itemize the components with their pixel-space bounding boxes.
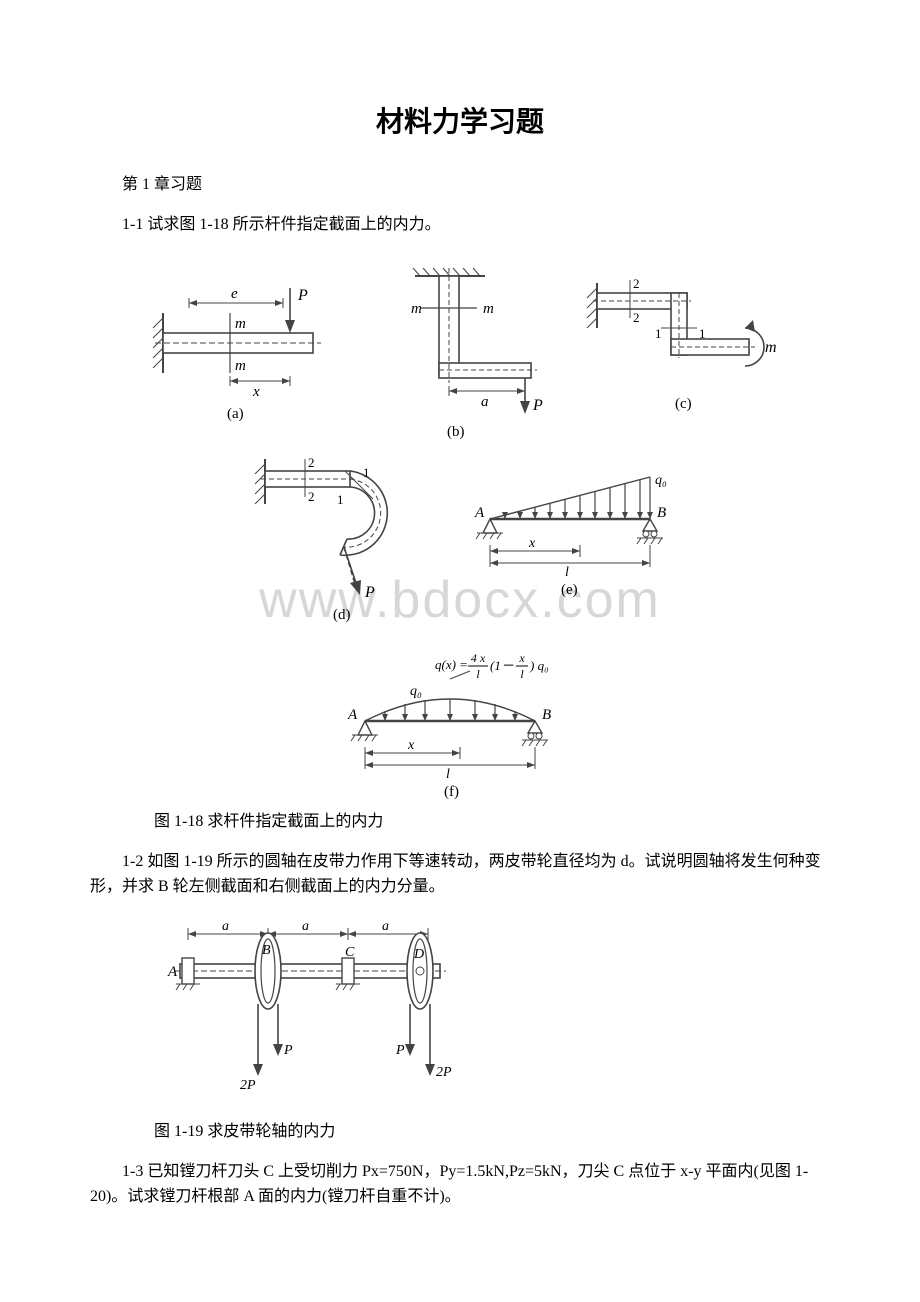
figure-1-18-row-2: 2 2 1 1 P (d)	[90, 449, 830, 799]
label-q0: q₀	[655, 473, 667, 488]
sublabel-f: (f)	[444, 784, 459, 799]
problem-1-3: 1-3 已知镗刀杆刀头 C 上受切削力 Px=750N，Py=1.5kN,Pz=…	[90, 1159, 830, 1210]
label-x: x	[528, 536, 536, 551]
sublabel-b: (b)	[447, 424, 465, 440]
label-l: l	[565, 565, 569, 580]
label-B: B	[262, 943, 271, 958]
label-B: B	[657, 505, 666, 521]
caption-1-18: 图 1-18 求杆件指定截面上的内力	[90, 807, 830, 831]
label-A: A	[474, 505, 485, 521]
diagram-d: 2 2 1 1 P (d)	[245, 449, 445, 629]
label-m: m	[483, 301, 494, 317]
label-a: a	[382, 919, 389, 934]
label-2: 2	[308, 455, 315, 470]
label-m: m	[411, 301, 422, 317]
label-A: A	[167, 964, 178, 980]
label-P: P	[395, 1043, 405, 1058]
diagram-belt-shaft: a a a A C B D	[150, 914, 480, 1104]
label-a: a	[302, 919, 309, 934]
eq-mid: (1－	[490, 658, 514, 673]
figure-1-18-row-1: m m P e x (a)	[90, 258, 830, 443]
sublabel-d: (d)	[333, 607, 351, 623]
eq-frac2-top: x	[518, 651, 525, 665]
label-l: l	[446, 767, 450, 782]
label-moment-m: m	[765, 339, 777, 356]
eq-frac-top: 4 x	[471, 651, 486, 665]
diagram-b: m m P a (b)	[355, 258, 555, 443]
label-P: P	[532, 397, 543, 414]
eq-prefix: q(x) =	[435, 657, 468, 672]
diagram-e: q₀ A B x l (e)	[465, 449, 675, 599]
diagram-c: 2 2 1 1 m (c)	[575, 258, 785, 428]
page-title: 材料力学习题	[90, 100, 830, 140]
label-2: 2	[633, 276, 640, 291]
label-e: e	[231, 286, 238, 302]
label-1: 1	[655, 326, 662, 341]
label-m: m	[235, 316, 246, 332]
label-1: 1	[363, 465, 370, 480]
eq-frac2-bot: l	[520, 667, 524, 681]
label-P: P	[297, 287, 308, 304]
label-P: P	[364, 584, 375, 601]
label-D: D	[413, 947, 424, 962]
sublabel-c: (c)	[675, 396, 692, 412]
label-P: P	[283, 1043, 293, 1058]
diagram-f: q(x) = 4 x l (1－ x l ) q₀	[340, 649, 580, 799]
eq-suffix: ) q₀	[529, 658, 549, 673]
label-2P: 2P	[240, 1078, 256, 1093]
diagram-a: m m P e x (a)	[135, 258, 335, 428]
label-x: x	[407, 738, 415, 753]
label-A: A	[347, 707, 358, 723]
label-x: x	[252, 384, 260, 400]
label-2: 2	[633, 310, 640, 325]
label-q0: q₀	[410, 684, 422, 699]
problem-1-2: 1-2 如图 1-19 所示的圆轴在皮带力作用下等速转动，两皮带轮直径均为 d。…	[90, 849, 830, 900]
problem-1-1: 1-1 试求图 1-18 所示杆件指定截面上的内力。	[90, 212, 830, 238]
label-B: B	[542, 707, 551, 723]
label-2P: 2P	[436, 1065, 452, 1080]
label-m: m	[235, 358, 246, 374]
sublabel-e: (e)	[561, 582, 578, 598]
label-1: 1	[699, 326, 706, 341]
label-a: a	[481, 394, 489, 410]
caption-1-19: 图 1-19 求皮带轮轴的内力	[90, 1117, 830, 1141]
sublabel-a: (a)	[227, 406, 244, 422]
label-1: 1	[337, 492, 344, 507]
label-C: C	[345, 945, 355, 960]
eq-frac-bot: l	[476, 667, 480, 681]
chapter-heading: 第 1 章习题	[90, 170, 830, 194]
label-a: a	[222, 919, 229, 934]
label-2: 2	[308, 489, 315, 504]
figure-1-19-wrap: a a a A C B D	[150, 914, 830, 1109]
